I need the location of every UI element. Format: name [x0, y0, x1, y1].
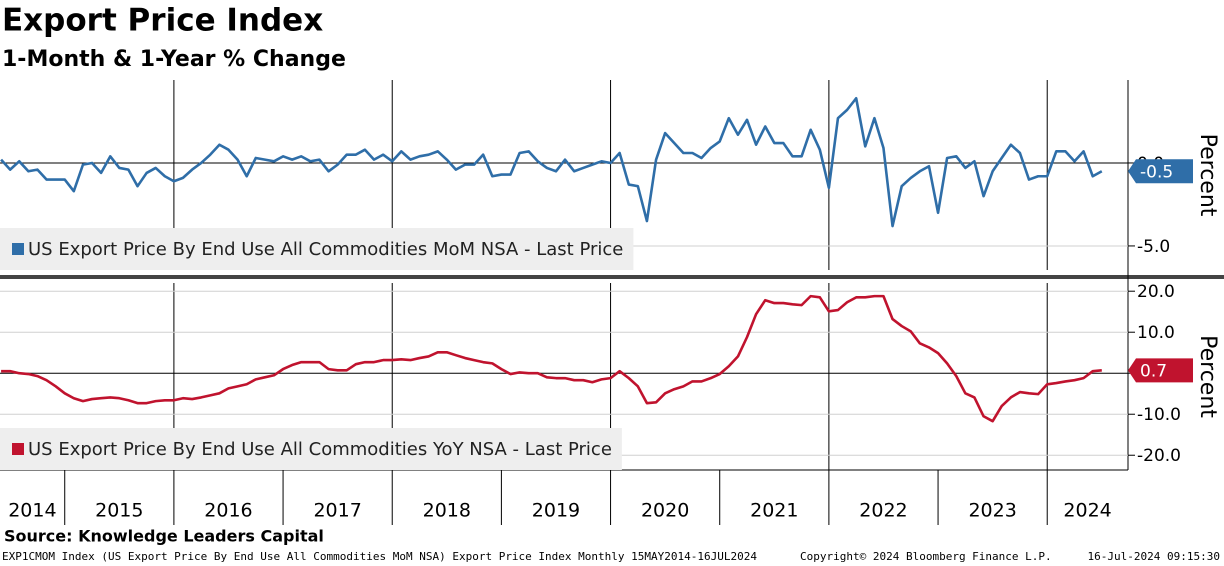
last-value-label: -0.5 [1140, 162, 1173, 182]
last-value-tag [1128, 358, 1193, 383]
footer-center: Copyright© 2024 Bloomberg Finance L.P. [800, 550, 1052, 563]
legend-label: US Export Price By End Use All Commoditi… [28, 439, 612, 460]
legend-label: US Export Price By End Use All Commoditi… [28, 239, 623, 260]
y-axis-title: Percent [1195, 134, 1220, 217]
legend-swatch [12, 243, 24, 255]
x-tick-label: 2015 [95, 500, 143, 522]
y-tick-label: 20.0 [1137, 282, 1175, 302]
x-tick-label: 2014 [8, 500, 56, 522]
y-tick-label: 10.0 [1137, 323, 1175, 343]
x-tick-label: 2021 [750, 500, 798, 522]
x-tick-label: 2016 [204, 500, 252, 522]
chart-title: Export Price Index [2, 3, 323, 39]
x-tick-label: 2024 [1063, 500, 1111, 522]
x-tick-label: 2018 [423, 500, 471, 522]
legend-box [0, 228, 634, 270]
y-tick-label: -10.0 [1137, 405, 1181, 425]
x-tick-label: 2019 [532, 500, 580, 522]
chart-subtitle: 1-Month & 1-Year % Change [2, 47, 346, 72]
y-axis-title: Percent [1195, 335, 1220, 418]
x-tick-label: 2022 [859, 500, 907, 522]
legend-swatch [12, 443, 24, 455]
x-tick-label: 2017 [313, 500, 361, 522]
x-tick-label: 2023 [968, 500, 1016, 522]
last-value-tag [1128, 159, 1193, 184]
source: Source: Knowledge Leaders Capital [4, 527, 324, 546]
legend-box [0, 428, 622, 470]
y-tick-label: -5.0 [1137, 237, 1170, 257]
panel-separator [0, 275, 1224, 279]
last-value-label: 0.7 [1140, 361, 1167, 381]
x-tick-label: 2020 [641, 500, 689, 522]
footer-left: EXP1CMOM Index (US Export Price By End U… [2, 550, 757, 563]
series-line [0, 96, 1103, 228]
y-tick-label: -20.0 [1137, 446, 1181, 466]
series-line [1, 294, 1102, 423]
footer-right: 16-Jul-2024 09:15:30 [1088, 550, 1220, 563]
